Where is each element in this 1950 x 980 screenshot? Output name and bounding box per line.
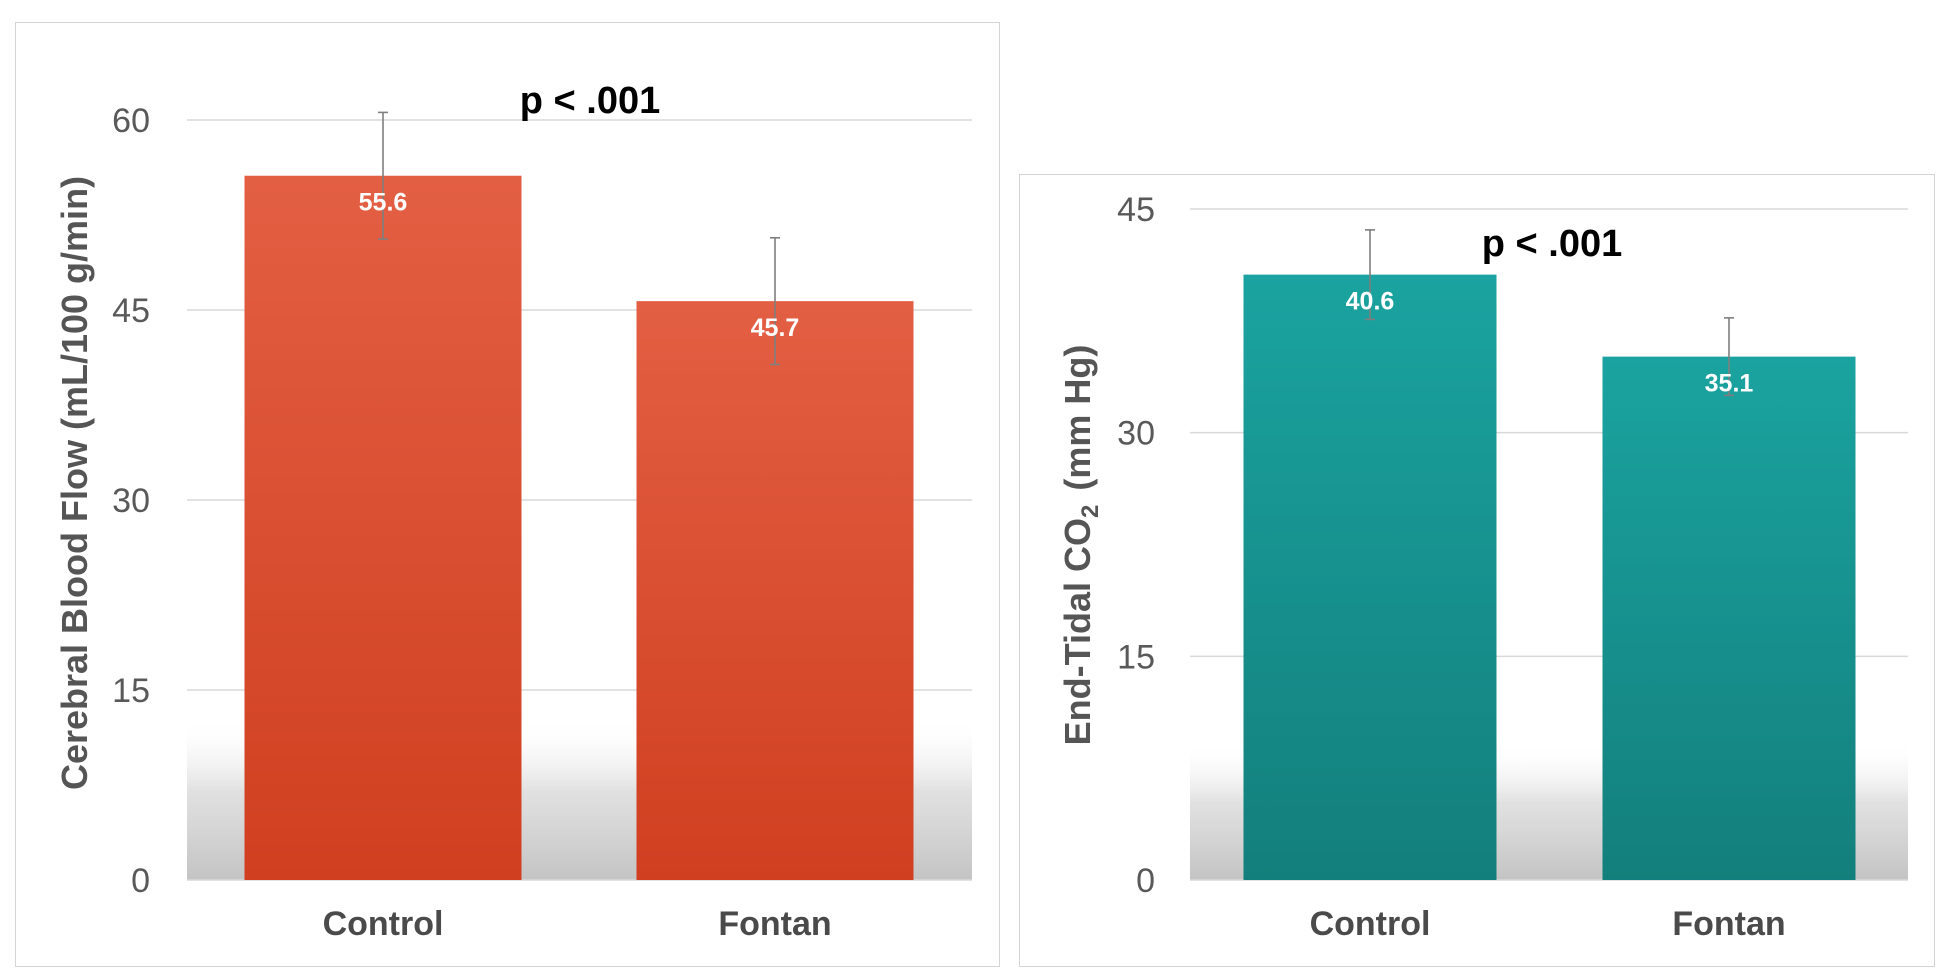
y-tick-label: 30 [1117,415,1155,453]
y-tick-label: 15 [1117,638,1155,676]
error-bars [1365,229,1734,397]
y-axis-label-unit: (mm Hg) [1057,345,1098,491]
bar [636,301,914,881]
data-labels: 40.6 35.1 [1346,288,1754,398]
y-axis-label: Cerebral Blood Flow (mL/100 g/min) [54,176,95,790]
y-tick-label: 0 [1136,862,1155,900]
x-category-label: Fontan [718,905,831,943]
error-bar [1724,317,1734,397]
p-value-annotation: p < .001 [1482,223,1622,265]
x-category-labels: Control Fontan [323,905,832,943]
y-tick-label: 30 [112,482,150,520]
data-label: 45.7 [751,314,800,342]
y-tick-label: 45 [1117,191,1155,229]
bar [1602,356,1856,880]
x-category-label: Fontan [1672,905,1785,943]
chart-end-tidal-co2: 0 15 30 45 Control Fontan 40.6 35.1 End-Tidal… [1057,191,1908,943]
y-tick-label: 45 [112,292,150,330]
y-tick-label: 0 [131,862,150,900]
error-bar [1365,229,1375,321]
y-axis-label-main: End-Tidal CO [1057,518,1098,745]
bar [1243,274,1497,880]
y-tick-label: 60 [112,102,150,140]
chart-cerebral-blood-flow: 0 15 30 45 60 Control Fontan 55.6 45.7 Cerebra… [54,80,972,943]
y-axis-label: End-Tidal CO2 (mm Hg) [1057,345,1104,746]
x-category-label: Control [1310,905,1431,943]
y-tick-labels: 0 15 30 45 [1117,191,1155,900]
x-category-labels: Control Fontan [1310,905,1786,943]
error-bar [378,111,388,240]
y-tick-label: 15 [112,672,150,710]
y-tick-labels: 0 15 30 45 60 [112,102,150,900]
data-label: 35.1 [1705,370,1754,398]
error-bars [378,111,780,366]
bars [1243,274,1856,880]
x-category-label: Control [323,905,444,943]
bar [244,175,522,880]
y-axis-label-subscript: 2 [1077,505,1104,518]
error-bar [770,237,780,366]
data-label: 40.6 [1346,288,1395,316]
data-labels: 55.6 45.7 [359,189,800,342]
bars [244,175,914,881]
data-label: 55.6 [359,189,408,217]
p-value-annotation: p < .001 [520,80,660,122]
